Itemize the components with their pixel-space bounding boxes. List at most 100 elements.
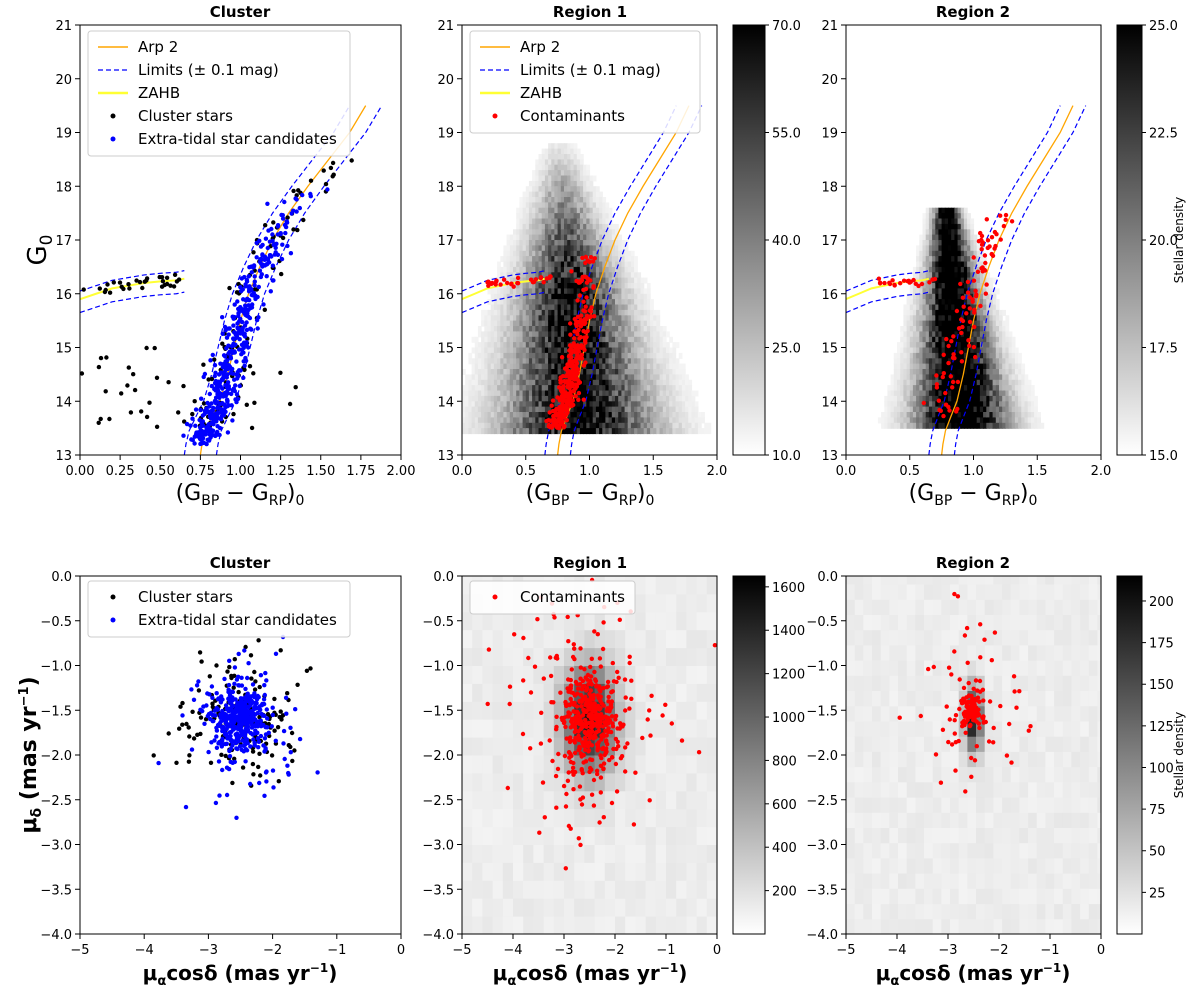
density-cell: [646, 331, 651, 338]
density-cell: [624, 315, 629, 322]
density-cell: [503, 250, 508, 257]
density-cell: [963, 374, 968, 381]
density-cell: [960, 245, 965, 252]
density-cell: [944, 288, 949, 295]
density-cell: [532, 304, 536, 311]
density-cell: [951, 417, 955, 424]
density-cell: [662, 428, 667, 435]
density-cell: [995, 374, 1000, 381]
density-cell: [650, 428, 654, 435]
density-cell: [500, 390, 505, 397]
density-cell: [487, 417, 492, 424]
density-cell: [659, 395, 664, 402]
density-cell: [509, 315, 514, 322]
density-cell: [928, 223, 933, 230]
density-cell: [621, 390, 626, 397]
density-cell: [557, 352, 562, 359]
density-cell: [634, 363, 638, 370]
density-cell: [989, 352, 994, 359]
extra-tidal-star: [217, 416, 223, 421]
density-cell: [560, 326, 565, 332]
density-cell: [560, 180, 565, 187]
density-cell: [541, 234, 546, 241]
density-cell: [544, 406, 549, 413]
density-cell: [640, 369, 645, 375]
density-cell: [513, 358, 517, 365]
density-cell: [551, 261, 556, 268]
density-cell: [954, 374, 959, 381]
extra-tidal-star: [199, 396, 204, 401]
density-cell: [513, 309, 517, 316]
density-cell: [548, 218, 552, 225]
density-cell: [627, 336, 632, 343]
density-cell: [650, 309, 654, 316]
density-cell: [992, 422, 997, 429]
extra-tidal-star: [230, 371, 236, 376]
density-cell: [564, 207, 568, 214]
density-cell: [554, 309, 559, 316]
density-cell: [538, 369, 543, 375]
density-cell: [967, 369, 971, 375]
density-cell: [608, 395, 613, 402]
density-cell: [554, 288, 559, 295]
density-cell: [509, 401, 514, 408]
density-cell: [938, 277, 943, 284]
density-cell: [963, 207, 968, 214]
density-cell: [554, 186, 559, 193]
density-cell: [589, 412, 594, 418]
density-cell: [634, 342, 638, 349]
extra-tidal-star: [231, 323, 236, 328]
density-cell: [666, 412, 670, 418]
density-cell: [567, 304, 571, 311]
density-cell: [621, 288, 626, 295]
density-cell: [615, 234, 619, 241]
cluster-star: [96, 420, 101, 425]
extra-tidal-star: [265, 201, 270, 206]
density-cell: [951, 390, 955, 397]
density-cell: [675, 417, 680, 424]
extra-tidal-star: [269, 226, 274, 232]
density-cell: [471, 406, 476, 413]
extra-tidal-star: [192, 441, 197, 446]
density-cell: [528, 395, 533, 402]
density-cell: [592, 417, 597, 424]
density-cell: [938, 390, 943, 397]
density-cell: [605, 283, 610, 289]
density-cell: [615, 299, 619, 306]
density-cell: [592, 207, 597, 214]
density-cell: [970, 395, 975, 402]
density-cell: [497, 406, 501, 413]
density-cell: [570, 218, 575, 225]
density-cell: [567, 207, 571, 214]
density-cell: [1005, 395, 1010, 402]
contaminant: [570, 359, 575, 364]
density-cell: [611, 288, 616, 295]
cluster-star: [278, 370, 283, 375]
density-cell: [500, 256, 505, 263]
density-cell: [688, 390, 693, 397]
density-cell: [538, 191, 543, 198]
density-cell: [605, 369, 610, 375]
density-cell: [688, 379, 693, 386]
density-cell: [618, 374, 622, 381]
density-cell: [1011, 412, 1016, 418]
density-cell: [599, 223, 603, 230]
density-cell: [493, 406, 498, 413]
density-cell: [646, 401, 651, 408]
density-cell: [477, 390, 482, 397]
density-cell: [471, 363, 476, 370]
density-cell: [605, 245, 610, 252]
density-cell: [1027, 417, 1032, 424]
density-cell: [624, 331, 629, 338]
density-cell: [916, 245, 920, 252]
density-cell: [528, 261, 533, 268]
density-cell: [932, 304, 936, 311]
density-cell: [532, 390, 536, 397]
density-cell: [541, 331, 546, 338]
density-cell: [887, 390, 892, 397]
density-cell: [541, 347, 546, 354]
density-cell: [500, 336, 505, 343]
density-cell: [637, 379, 642, 386]
density-cell: [564, 304, 568, 311]
density-cell: [640, 331, 645, 338]
